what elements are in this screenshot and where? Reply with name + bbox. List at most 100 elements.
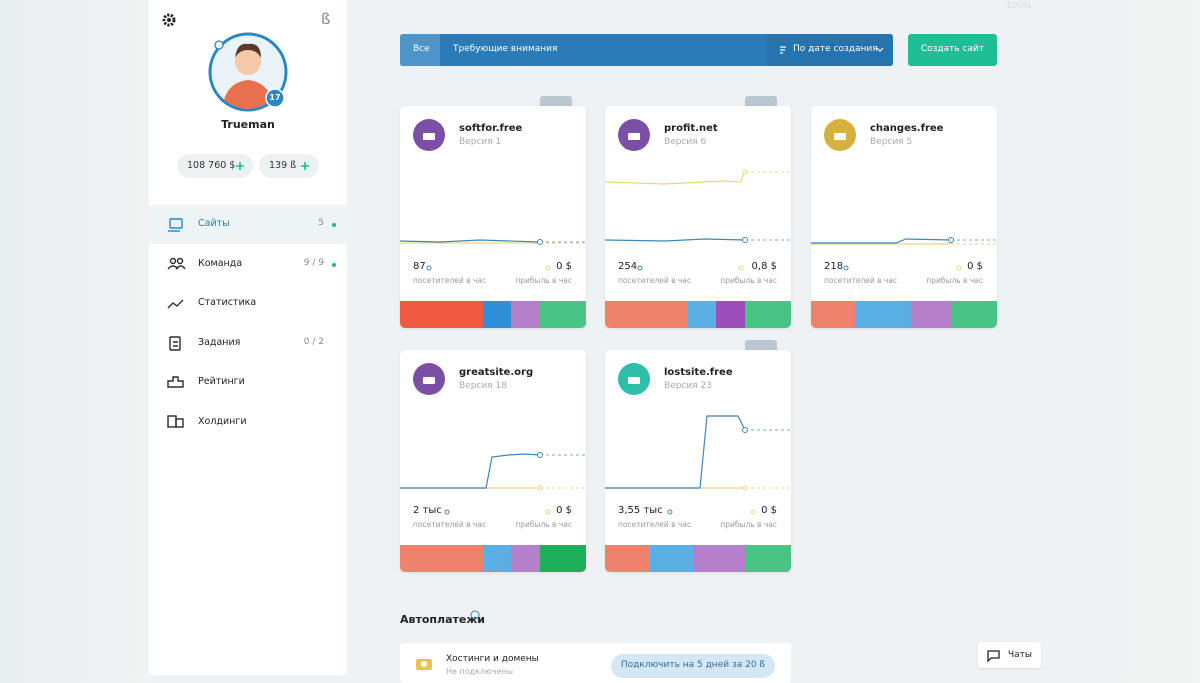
site-card[interactable]: softfor.free Версия 1 87 посетителей в час 0… [400, 106, 586, 328]
create-site-button[interactable]: Создать сайт [908, 34, 997, 66]
sort-label: По дате создания [793, 44, 878, 54]
card-graphics [811, 119, 997, 328]
visitors-value: 254 [618, 261, 638, 272]
add-icon[interactable] [236, 162, 244, 170]
module-segment[interactable] [400, 301, 483, 328]
module-segment[interactable] [716, 301, 745, 328]
level-label: 17 [269, 93, 281, 102]
module-segment[interactable] [745, 301, 791, 328]
site-icon-glyph [834, 133, 846, 140]
menu-item-label[interactable]: Холдинги [198, 416, 247, 427]
tab-attention-label[interactable]: Требующие внимания [453, 44, 558, 54]
menu-icons [167, 218, 186, 428]
autopay-connect-button[interactable]: Подключить на 5 дней за 20 ß [611, 654, 775, 678]
profit-dot [738, 265, 744, 271]
menu-item-label[interactable]: Рейтинги [198, 376, 245, 387]
module-segment[interactable] [511, 301, 540, 328]
module-segment[interactable] [605, 545, 650, 572]
chat-button[interactable]: Чаты [978, 642, 1041, 668]
sparkline-dot [742, 427, 748, 433]
site-name: greatsite.org [459, 367, 534, 378]
site-icon-glyph [423, 133, 435, 140]
filter-bar: Все Требующие внимания По дате создания [400, 34, 893, 66]
site-card[interactable]: changes.free Версия 5 218 посетителей в час… [811, 106, 997, 328]
module-segment[interactable] [605, 301, 688, 328]
module-segment[interactable] [540, 301, 586, 328]
sparkline-dot [537, 485, 543, 491]
balance-beta: 139 ß [269, 160, 297, 171]
site-card[interactable]: lostsite.free Версия 23 3,55 тыс посетителе… [605, 350, 791, 572]
sparkline-visitors [400, 239, 541, 243]
visitors-label: посетителей в час [413, 520, 487, 529]
site-version: Версия 6 [664, 137, 707, 147]
sparkline-visitors [605, 415, 746, 489]
profit-label: прибыль в час [720, 276, 777, 285]
module-segment[interactable] [483, 545, 511, 572]
visitors-dot [667, 509, 673, 515]
profit-label: прибыль в час [926, 276, 983, 285]
site-name: lostsite.free [664, 367, 733, 378]
site-card[interactable]: greatsite.org Версия 18 2 тыс посетителей в… [400, 350, 586, 572]
menu-item-label[interactable]: Статистика [198, 297, 257, 308]
visitors-dot [444, 509, 450, 515]
menu-item-label[interactable]: Сайты [198, 218, 230, 229]
module-segment[interactable] [811, 301, 855, 328]
level-badge [265, 88, 285, 108]
info-icon[interactable] [214, 40, 224, 50]
site-name: softfor.free [459, 123, 523, 134]
sidebar: ß 17 Trueman 108 760 $ 139 ß Сайты 5 Коман… [149, 0, 347, 675]
module-segment[interactable] [911, 301, 951, 328]
profit-dot [545, 509, 551, 515]
menu-item-label[interactable]: Задания [198, 337, 241, 348]
profit-dot [545, 265, 551, 271]
module-segment[interactable] [694, 545, 745, 572]
menu-item-label[interactable]: Команда [198, 258, 243, 269]
site-version: Версия 18 [459, 381, 507, 391]
visitors-label: посетителей в час [618, 276, 692, 285]
module-segment[interactable] [511, 545, 540, 572]
module-segment[interactable] [400, 545, 483, 572]
settings-icon[interactable] [162, 13, 176, 27]
sidebar-graphics [149, 13, 347, 428]
card-graphics [605, 119, 791, 328]
sparkline-visitors [400, 453, 541, 489]
profit-value: 0 $ [556, 505, 572, 516]
autopay-connect-label: Подключить на 5 дней за 20 ß [620, 660, 766, 670]
visitors-value: 2 тыс [413, 505, 442, 516]
site-name: profit.net [664, 123, 718, 134]
card-graphics [605, 363, 791, 572]
site-icon-glyph [423, 377, 435, 384]
module-segment[interactable] [483, 301, 511, 328]
profit-value: 0 $ [556, 261, 572, 272]
site-card[interactable]: profit.net Версия 6 254 посетителей в час 0,… [605, 106, 791, 328]
visitors-dot [426, 265, 432, 271]
visitors-label: посетителей в час [824, 276, 898, 285]
add-icon[interactable] [301, 162, 309, 170]
module-segment[interactable] [650, 545, 694, 572]
site-version: Версия 5 [870, 137, 913, 147]
visitors-dot [843, 265, 849, 271]
avatar-hair [235, 43, 261, 58]
site-icon-glyph [628, 377, 640, 384]
autopay-item-title: Хостинги и домены [446, 654, 539, 664]
site-version: Версия 23 [664, 381, 712, 391]
autopay-title: Автоплатежи [400, 613, 485, 626]
module-segment[interactable] [540, 545, 586, 572]
sparkline-visitors [605, 238, 746, 242]
balance-pill [177, 154, 253, 178]
module-segment[interactable] [688, 301, 716, 328]
profit-dot [956, 265, 962, 271]
create-site-label: Создать сайт [920, 44, 985, 54]
sparkline-profit [605, 171, 746, 185]
tab-all[interactable] [400, 34, 440, 66]
menu-dots [332, 223, 336, 267]
sort-dropdown[interactable] [767, 34, 893, 66]
module-segment[interactable] [745, 545, 791, 572]
profit-label: прибыль в час [720, 520, 777, 529]
tab-all-label: Все [413, 44, 430, 54]
module-segment[interactable] [951, 301, 997, 328]
beta-label: ß [321, 10, 331, 28]
autopay-icon [416, 659, 432, 670]
module-segment[interactable] [855, 301, 911, 328]
visitors-value: 218 [824, 261, 844, 272]
